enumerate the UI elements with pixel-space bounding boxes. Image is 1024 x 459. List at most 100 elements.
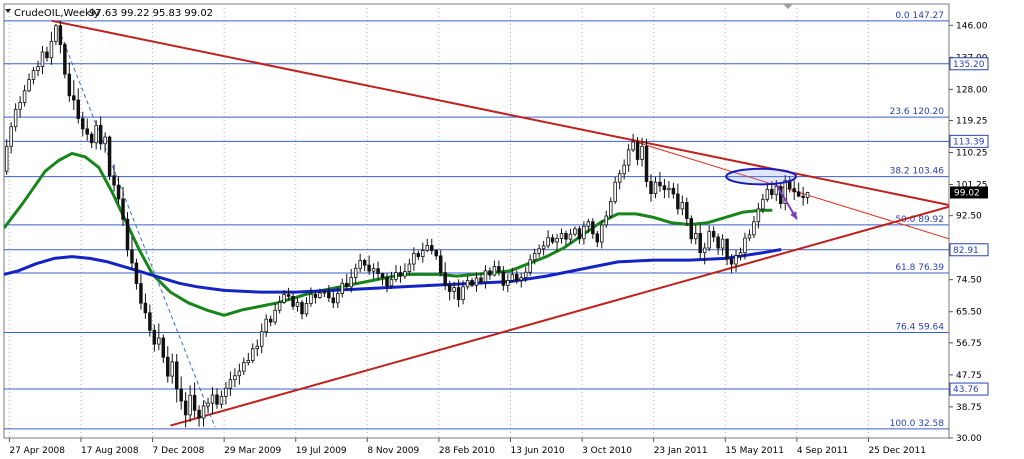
candle <box>488 267 492 280</box>
candle-body <box>694 233 698 240</box>
candle-body <box>295 302 300 307</box>
time-tick-label: 15 May 2011 <box>725 446 784 456</box>
trendline <box>51 19 949 206</box>
plot-area <box>3 3 950 439</box>
candle-body <box>54 25 58 42</box>
candle <box>286 287 291 301</box>
candle <box>246 352 251 366</box>
candle-body <box>313 293 318 298</box>
candle <box>497 260 501 276</box>
candle-body <box>805 192 810 198</box>
candle <box>608 197 613 219</box>
candle-body <box>707 230 711 249</box>
chart-shift-marker-icon[interactable] <box>783 4 793 9</box>
candle <box>582 221 586 245</box>
candle <box>600 219 604 249</box>
candle-body <box>635 141 640 160</box>
candle <box>622 159 626 180</box>
candle-body <box>407 263 412 272</box>
candle <box>716 233 720 255</box>
candle <box>519 272 523 288</box>
candle-body <box>179 388 183 402</box>
candle-body <box>237 370 242 377</box>
candle <box>541 240 546 256</box>
candle-body <box>568 233 573 240</box>
candle-body <box>702 247 707 254</box>
candle <box>523 266 528 283</box>
candle <box>492 260 497 277</box>
candle <box>438 250 443 277</box>
candle-body <box>783 180 787 204</box>
candle-body <box>228 379 233 389</box>
candles <box>4 20 810 428</box>
candle-body <box>121 198 125 220</box>
candle-body <box>380 273 385 278</box>
level-price-label: 113.39 <box>953 137 985 147</box>
candle-body <box>286 294 291 297</box>
candle <box>752 216 756 239</box>
candle <box>510 267 515 283</box>
candle <box>215 388 219 409</box>
candle <box>237 363 242 385</box>
candle <box>121 186 125 226</box>
candle-body <box>506 280 510 286</box>
candle-body <box>416 252 421 257</box>
candle-body <box>577 228 582 240</box>
price-tick-label: 65.50 <box>956 308 982 318</box>
moving-averages <box>4 151 782 317</box>
candle <box>796 182 801 198</box>
candle-body <box>309 293 313 304</box>
candle-body <box>385 277 389 287</box>
fib-level-label: 0.0 147.27 <box>895 11 944 21</box>
candle <box>107 135 112 181</box>
candle-body <box>479 277 483 283</box>
candle <box>76 88 81 124</box>
candle-body <box>698 233 702 254</box>
time-tick-label: 17 Aug 2008 <box>81 446 139 456</box>
candle <box>188 385 192 422</box>
candle <box>403 263 407 279</box>
candle <box>322 289 327 298</box>
candle <box>259 323 264 354</box>
candle-body <box>546 237 550 247</box>
candle-body <box>631 141 635 151</box>
candle <box>304 297 309 317</box>
candle <box>680 195 685 216</box>
price-tick-label: 38.75 <box>956 403 982 413</box>
candle <box>430 238 434 255</box>
candle-body <box>389 278 394 287</box>
candle-body <box>197 409 201 419</box>
candle <box>98 116 103 150</box>
candle <box>63 42 67 79</box>
vertical-gridlines <box>8 4 869 438</box>
time-tick-label: 8 Nov 2009 <box>367 446 419 456</box>
candle <box>635 137 640 166</box>
candle-body <box>103 136 107 145</box>
candle-body <box>497 266 501 273</box>
candle <box>233 368 237 388</box>
candle-body <box>353 267 358 278</box>
candle-body <box>711 230 716 238</box>
candle <box>201 400 206 427</box>
candle <box>295 297 300 312</box>
candle <box>613 176 617 204</box>
candle <box>725 238 729 266</box>
candle <box>743 232 747 260</box>
candle <box>72 80 76 111</box>
candle <box>631 133 635 152</box>
fib-level-label: 38.2 103.46 <box>890 167 945 177</box>
candle <box>282 290 286 304</box>
candle-body <box>112 175 116 186</box>
candle-body <box>188 394 192 416</box>
candle <box>9 122 13 154</box>
chart-header: CrudeOIL,Weekly 97.63 99.22 95.83 99.02 <box>5 8 213 19</box>
candle-body <box>40 51 45 68</box>
candle-body <box>452 287 456 292</box>
candle <box>555 233 559 252</box>
candle <box>412 247 416 271</box>
candle <box>385 272 389 293</box>
candle-body <box>425 245 430 251</box>
dropdown-arrow-icon[interactable] <box>5 9 11 13</box>
candle <box>573 226 577 237</box>
